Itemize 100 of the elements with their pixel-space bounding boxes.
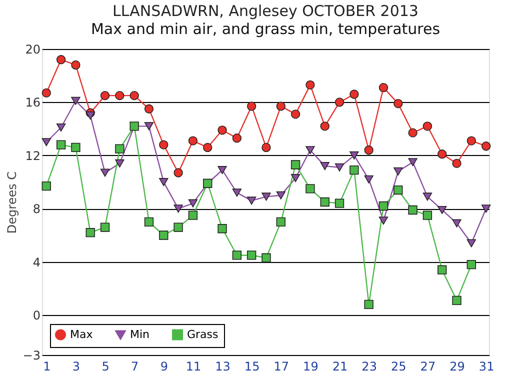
x-tick-label: 23: [362, 360, 377, 374]
point: [42, 138, 51, 146]
point: [306, 80, 315, 90]
point: [378, 216, 388, 225]
point: [218, 126, 227, 135]
y-tick-label: 0: [32, 308, 40, 323]
point: [408, 158, 418, 166]
point: [481, 204, 491, 213]
point: [438, 265, 447, 274]
point: [100, 222, 110, 232]
point: [422, 122, 432, 131]
point: [42, 181, 51, 191]
point: [290, 110, 300, 119]
x-tick-label: 19: [303, 360, 318, 374]
point: [115, 159, 124, 168]
point: [71, 142, 80, 152]
point: [334, 198, 344, 208]
point: [86, 228, 95, 238]
point: [378, 83, 388, 92]
point: [246, 250, 256, 260]
point: [481, 142, 491, 151]
point: [159, 230, 168, 240]
chart-title: LLANSADWRN, Anglesey OCTOBER 2013: [112, 2, 418, 20]
point: [188, 210, 198, 220]
x-tick-label: 11: [186, 360, 202, 374]
x-tick-label: 21: [332, 360, 348, 374]
point: [42, 88, 51, 98]
point: [86, 112, 95, 120]
point: [306, 184, 315, 194]
point: [452, 296, 462, 306]
point: [159, 178, 168, 186]
point: [262, 142, 271, 152]
x-tick-label: 31: [478, 360, 494, 374]
y-tick-label: 12: [25, 148, 40, 163]
point: [422, 192, 432, 201]
point: [466, 260, 476, 270]
point: [232, 250, 242, 260]
point: [144, 217, 154, 227]
point: [350, 90, 359, 99]
point: [320, 122, 330, 131]
point: [159, 140, 168, 150]
x-tick-label: 9: [160, 360, 168, 374]
chart-subtitle: Max and min air, and grass min, temperatures: [90, 20, 440, 38]
point: [188, 199, 198, 208]
point: [262, 192, 271, 201]
point: [115, 144, 124, 154]
point: [290, 174, 300, 182]
y-tick-label: 16: [25, 96, 40, 110]
y-tick-label: −3: [22, 348, 40, 362]
point: [394, 167, 403, 176]
point: [290, 160, 300, 170]
point: [334, 98, 344, 107]
point: [56, 140, 66, 150]
point: [174, 204, 183, 213]
point: [452, 158, 462, 168]
x-tick-label: 17: [274, 360, 290, 374]
point: [408, 128, 418, 138]
point: [144, 122, 154, 130]
point: [130, 90, 139, 100]
point: [306, 146, 315, 154]
point: [320, 162, 330, 170]
x-tick-label: 3: [72, 360, 80, 374]
point: [394, 185, 403, 195]
point: [466, 136, 476, 146]
point: [466, 239, 476, 248]
x-tick-label: 25: [390, 360, 406, 374]
point: [71, 60, 80, 70]
point: [394, 98, 403, 108]
point: [188, 136, 198, 146]
point: [334, 163, 344, 172]
point: [246, 102, 256, 111]
point: [364, 175, 374, 184]
point: [276, 102, 286, 111]
point: [100, 168, 110, 177]
point: [115, 90, 124, 100]
legend-label: Max: [70, 328, 94, 341]
x-tick-label: 5: [102, 360, 110, 374]
point: [246, 196, 256, 205]
point: [218, 224, 227, 234]
x-tick-label: 1: [43, 360, 51, 374]
point: [408, 205, 418, 215]
point: [438, 206, 447, 214]
point: [364, 300, 374, 310]
x-tick-label: 15: [244, 360, 260, 374]
point: [364, 146, 374, 155]
point: [100, 90, 110, 100]
y-tick-label: 8: [32, 202, 40, 216]
point: [56, 55, 66, 64]
point: [232, 188, 242, 197]
point: [174, 168, 183, 178]
point: [378, 201, 388, 211]
y-tick-label: 20: [25, 42, 40, 56]
x-tick-label: 29: [450, 360, 465, 374]
x-tick-label: 13: [215, 360, 230, 374]
x-tick-label: 27: [420, 360, 436, 374]
point: [350, 151, 359, 160]
point: [422, 210, 432, 220]
point: [56, 123, 66, 132]
point: [218, 166, 227, 174]
point: [203, 142, 212, 152]
